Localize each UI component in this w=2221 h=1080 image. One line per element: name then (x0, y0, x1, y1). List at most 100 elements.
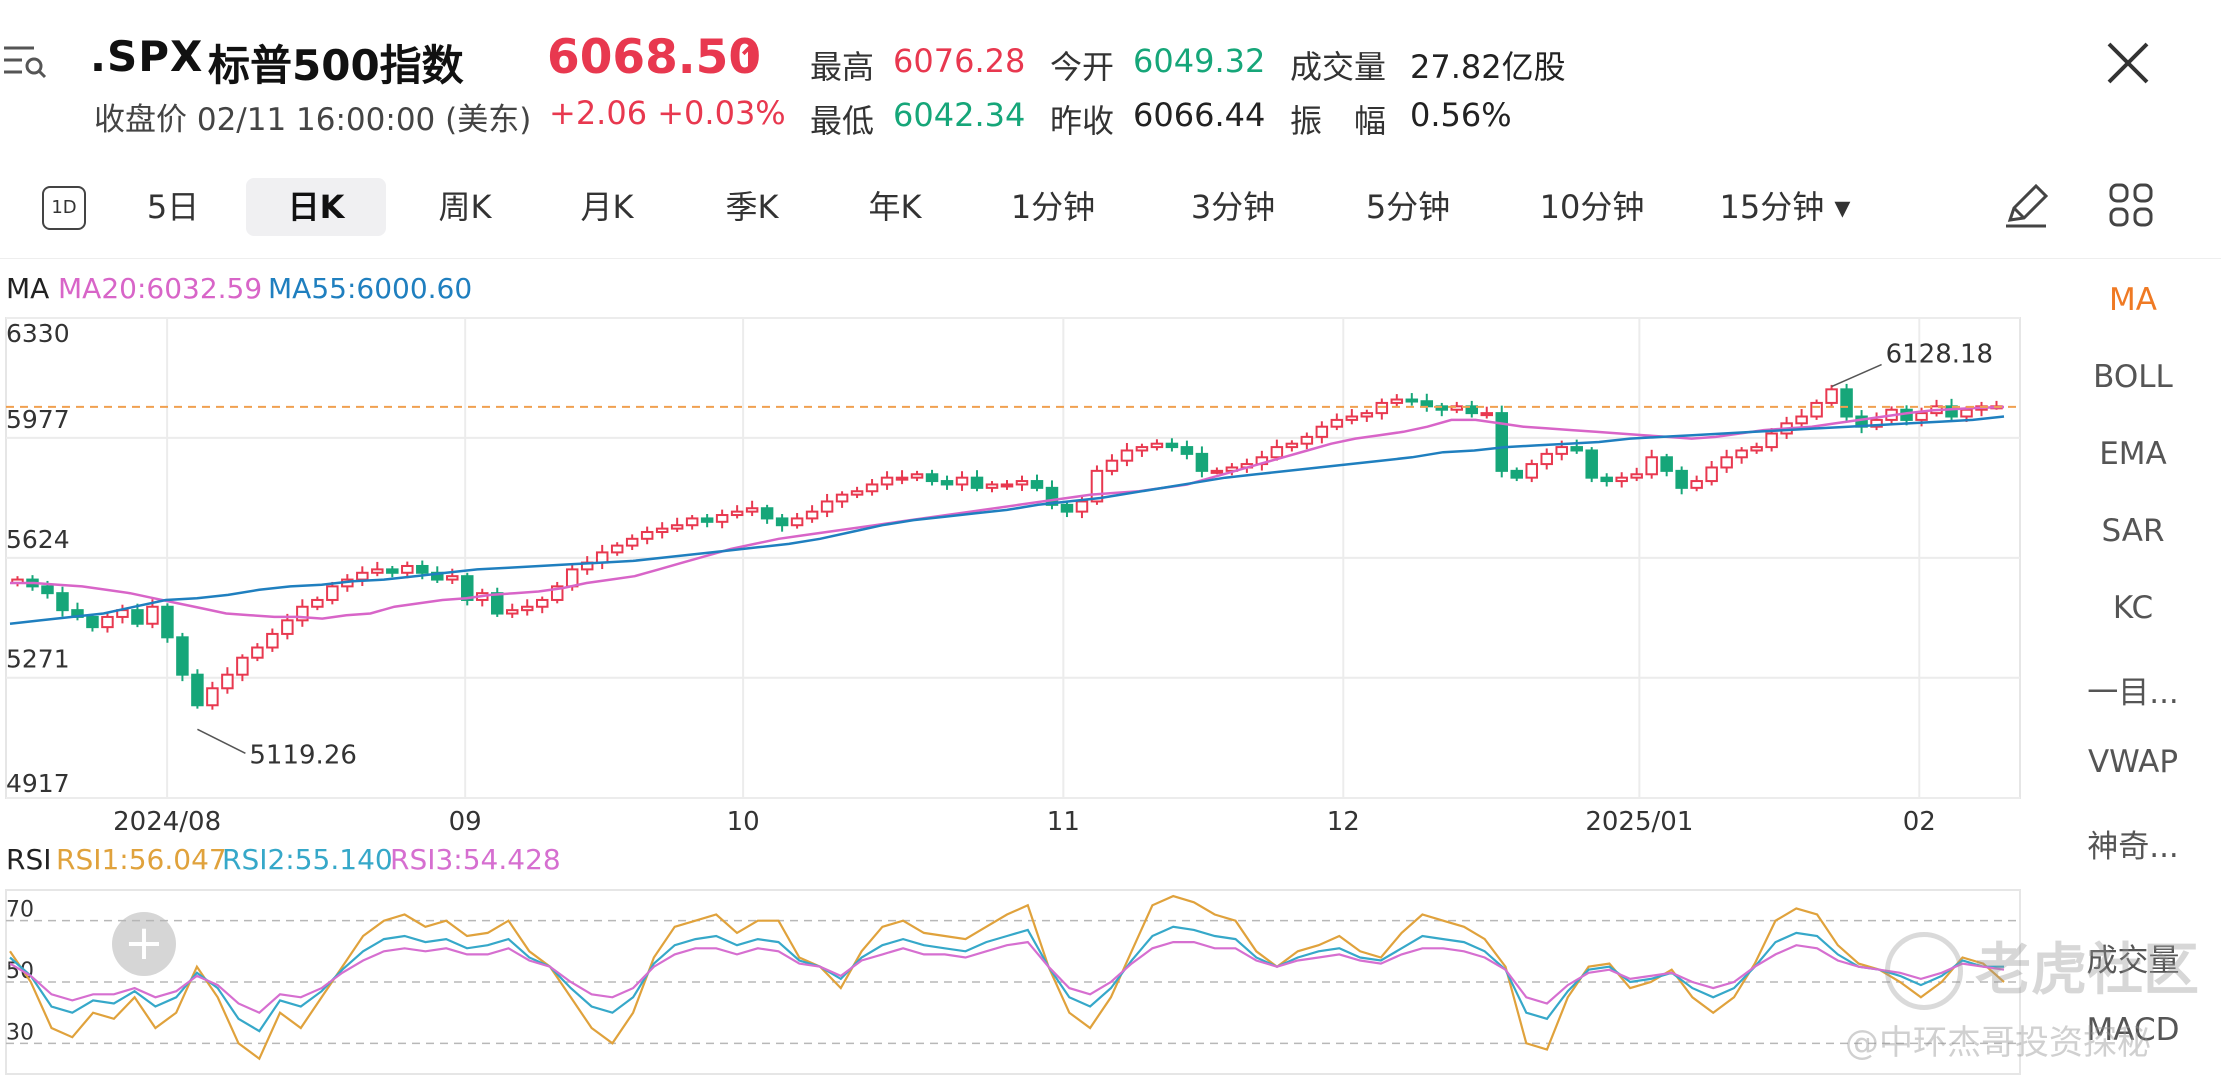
tab-monthly-k[interactable]: 月K (580, 188, 634, 226)
candle-body (835, 493, 849, 503)
tab-weekly-k[interactable]: 周K (438, 188, 492, 226)
tab-5d[interactable]: 5日 (146, 188, 200, 226)
last-price: 6068.50 (547, 30, 762, 85)
candle-body (266, 632, 279, 649)
candle-body (745, 507, 759, 513)
candle-body (1375, 401, 1389, 415)
candle-body (356, 571, 369, 581)
stat-label-high: 最高 (810, 48, 875, 86)
indicator-vwap[interactable]: VWAP (2087, 744, 2179, 780)
candle-body (386, 568, 399, 574)
candle-body (535, 598, 549, 608)
candle-body (655, 527, 669, 534)
candle-body (1360, 412, 1374, 418)
indicator-ichimoku[interactable]: 一目... (2087, 675, 2179, 711)
candle-body (491, 592, 504, 615)
rsi1-legend: RSI1:56.047 (56, 843, 227, 876)
tab-quarterly-k[interactable]: 季K (725, 188, 779, 226)
x-tick-label: 2024/08 (113, 807, 221, 837)
candle-body (775, 517, 789, 527)
tab-yearly-k[interactable]: 年K (868, 188, 922, 226)
indicator-magic[interactable]: 神奇... (2087, 829, 2179, 865)
stat-label-prevclose: 昨收 (1050, 102, 1115, 140)
candle-body (1450, 405, 1464, 411)
candle-body (925, 473, 939, 483)
tab-5min[interactable]: 5分钟 (1365, 188, 1451, 226)
candle-body (1510, 469, 1523, 479)
ticker-symbol: .SPX (90, 32, 204, 81)
indicator-boll[interactable]: BOLL (2093, 359, 2173, 395)
candle-body (1690, 480, 1703, 489)
stat-value-open: 6049.32 (1133, 42, 1266, 80)
candle-body (1270, 446, 1284, 459)
candle-body (1810, 401, 1823, 418)
candle-body (1195, 452, 1209, 472)
x-tick-label: 2025/01 (1585, 807, 1693, 837)
stat-value-prevclose: 6066.44 (1133, 96, 1266, 134)
candle-body (1330, 418, 1344, 428)
candle-body (101, 615, 114, 629)
tab-3min[interactable]: 3分钟 (1190, 188, 1276, 226)
indicator-macd[interactable]: MACD (2086, 1012, 2180, 1048)
candle-body (1945, 405, 1958, 418)
menu-list-icon[interactable] (0, 40, 50, 84)
header-divider (0, 258, 2221, 259)
candle-body (1105, 459, 1119, 472)
ma-legend-prefix: MA (6, 272, 50, 305)
indicator-sar[interactable]: SAR (2101, 513, 2165, 549)
period-bar: 1D 5日 日K 周K 月K 季K 年K 1分钟 3分钟 5分钟 10分钟 15… (0, 172, 2221, 242)
candle-body (251, 646, 264, 659)
grid-layout-icon[interactable] (2106, 180, 2156, 230)
x-tick-label: 11 (1047, 807, 1080, 837)
candle-body (1735, 449, 1748, 459)
candle-body (850, 490, 864, 496)
tab-10min[interactable]: 10分钟 (1539, 188, 1645, 226)
crosshair-button[interactable]: + (112, 912, 176, 976)
candle-body (1555, 446, 1568, 455)
candle-body (1060, 503, 1074, 513)
tab-daily-k[interactable]: 日K (246, 178, 386, 236)
indicator-volume[interactable]: 成交量 (2086, 943, 2180, 979)
indicator-kc[interactable]: KC (2112, 590, 2154, 626)
candle-body (805, 510, 819, 520)
stat-value-high: 6076.28 (893, 42, 1026, 80)
candlestick-chart[interactable]: 6330 5977 5624 5271 4917 2024/08 09 10 11 12 2025/… (0, 300, 2040, 840)
low-annotation-label: 5119.26 (249, 740, 357, 770)
x-tick-label: 12 (1327, 807, 1360, 837)
candle-body (1390, 398, 1404, 404)
tab-1min[interactable]: 1分钟 (1010, 188, 1096, 226)
candle-body (565, 568, 579, 588)
tab-15min-dropdown[interactable]: 15分钟 ▾ (1719, 188, 1851, 226)
candle-body (1210, 469, 1224, 474)
candle-body (760, 507, 774, 520)
candle-body (730, 510, 744, 517)
indicator-ema[interactable]: EMA (2099, 436, 2167, 472)
candle-body (41, 585, 54, 595)
candle-body (955, 476, 969, 486)
candle-body (311, 598, 324, 608)
close-icon[interactable] (2105, 40, 2151, 86)
y-tick-label: 5977 (6, 405, 70, 434)
candle-body (1870, 418, 1883, 428)
close-time-label: 收盘价 02/11 16:00:00 (美东) (94, 102, 532, 138)
stat-label-amplitude: 振 幅 (1290, 102, 1387, 140)
candle-body (236, 656, 249, 676)
rsi3-legend: RSI3:54.428 (390, 843, 561, 876)
candle-body (1585, 449, 1598, 479)
candle-body (1045, 486, 1059, 506)
rsi-tick-label: 70 (6, 898, 34, 923)
ma20-legend: MA20:6032.59 (58, 272, 263, 305)
candle-body (1495, 412, 1508, 472)
candle-body (1420, 400, 1434, 408)
x-tick-label: 10 (727, 807, 760, 837)
candle-body (416, 564, 429, 574)
one-day-icon[interactable]: 1D (42, 186, 86, 230)
candle-body (970, 476, 984, 489)
draw-pen-icon[interactable] (2000, 180, 2052, 232)
indicator-ma[interactable]: MA (2109, 282, 2157, 318)
up-arrow-icon: ↑ (735, 40, 766, 81)
rsi2-legend: RSI2:55.140 (222, 843, 393, 876)
index-name: 标普500指数 (208, 41, 464, 90)
rsi-legend-prefix: RSI (6, 843, 52, 876)
